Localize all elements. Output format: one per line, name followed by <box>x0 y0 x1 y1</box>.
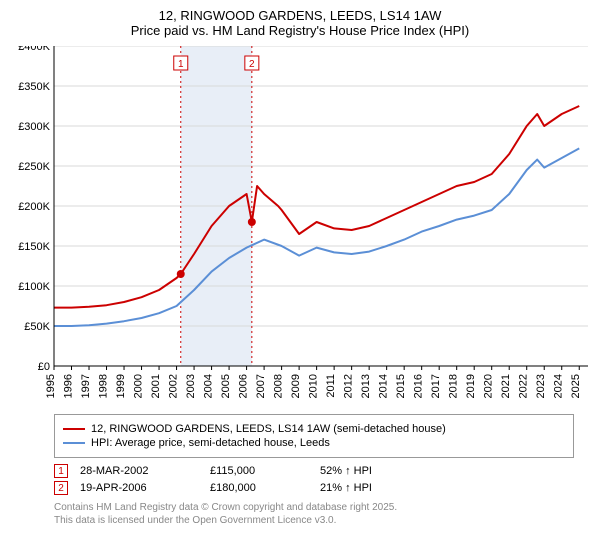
ytick-label: £50K <box>24 321 50 333</box>
xtick-label: 2016 <box>413 374 425 398</box>
xtick-label: 2021 <box>500 374 512 398</box>
xtick-label: 2012 <box>343 374 355 398</box>
xtick-label: 2000 <box>133 374 145 398</box>
xtick-label: 2013 <box>360 374 372 398</box>
legend-swatch <box>63 428 85 430</box>
xtick-label: 2017 <box>430 374 442 398</box>
xtick-label: 2007 <box>255 374 267 398</box>
xtick-label: 2004 <box>203 374 215 398</box>
legend-label: HPI: Average price, semi-detached house,… <box>91 437 330 449</box>
xtick-label: 1997 <box>80 374 92 398</box>
sale-hpi: 52% ↑ HPI <box>320 465 420 477</box>
ytick-label: £300K <box>18 121 50 133</box>
ytick-label: £250K <box>18 161 50 173</box>
xtick-label: 2014 <box>378 374 390 398</box>
sale-hpi: 21% ↑ HPI <box>320 482 420 494</box>
footer-line1: Contains HM Land Registry data © Crown c… <box>54 501 588 514</box>
footer-line2: This data is licensed under the Open Gov… <box>54 514 588 527</box>
sale-row: 2 19-APR-2006£180,00021% ↑ HPI <box>54 481 588 495</box>
sale-row: 1 28-MAR-2002£115,00052% ↑ HPI <box>54 464 588 478</box>
legend-label: 12, RINGWOOD GARDENS, LEEDS, LS14 1AW (s… <box>91 423 446 435</box>
chart-container: 12, RINGWOOD GARDENS, LEEDS, LS14 1AW Pr… <box>0 0 600 560</box>
xtick-label: 2010 <box>308 374 320 398</box>
ytick-label: £200K <box>18 201 50 213</box>
xtick-label: 2025 <box>570 374 582 398</box>
sale-marker-box-label: 1 <box>178 59 184 70</box>
chart-title-line2: Price paid vs. HM Land Registry's House … <box>12 23 588 38</box>
xtick-label: 1995 <box>45 374 57 398</box>
xtick-label: 2015 <box>395 374 407 398</box>
xtick-label: 2006 <box>238 374 250 398</box>
xtick-label: 1998 <box>98 374 110 398</box>
xtick-label: 2018 <box>448 374 460 398</box>
xtick-label: 2001 <box>150 374 162 398</box>
xtick-label: 2023 <box>535 374 547 398</box>
xtick-label: 2002 <box>168 374 180 398</box>
series-price_paid <box>54 106 579 308</box>
sale-marker-cell: 2 <box>54 481 68 495</box>
sale-marker-dot <box>248 218 256 226</box>
xtick-label: 2022 <box>518 374 530 398</box>
legend-row: 12, RINGWOOD GARDENS, LEEDS, LS14 1AW (s… <box>63 423 565 435</box>
sale-price: £115,000 <box>210 465 320 477</box>
ytick-label: £400K <box>18 46 50 53</box>
ytick-label: £150K <box>18 241 50 253</box>
legend-row: HPI: Average price, semi-detached house,… <box>63 437 565 449</box>
sale-marker-dot <box>177 270 185 278</box>
xtick-label: 2008 <box>273 374 285 398</box>
footer-attribution: Contains HM Land Registry data © Crown c… <box>54 501 588 527</box>
legend-swatch <box>63 442 85 444</box>
ytick-label: £100K <box>18 281 50 293</box>
xtick-label: 2020 <box>483 374 495 398</box>
legend-box: 12, RINGWOOD GARDENS, LEEDS, LS14 1AW (s… <box>54 414 574 458</box>
chart-title-line1: 12, RINGWOOD GARDENS, LEEDS, LS14 1AW <box>12 8 588 23</box>
sale-marker-box-label: 2 <box>249 59 255 70</box>
sales-table: 1 28-MAR-2002£115,00052% ↑ HPI 2 19-APR-200… <box>54 464 588 495</box>
chart-svg: £0 £50K £100K £150K £200K £250K £300K £350K £400… <box>12 46 588 406</box>
xtick-label: 2003 <box>185 374 197 398</box>
xtick-label: 2019 <box>465 374 477 398</box>
ytick-label: £0 <box>38 361 50 373</box>
xtick-label: 2005 <box>220 374 232 398</box>
xtick-label: 1996 <box>63 374 75 398</box>
xtick-label: 2024 <box>553 374 565 398</box>
sale-marker-cell: 1 <box>54 464 68 478</box>
xtick-label: 1999 <box>115 374 127 398</box>
sale-price: £180,000 <box>210 482 320 494</box>
sale-date: 19-APR-2006 <box>80 482 210 494</box>
sale-date: 28-MAR-2002 <box>80 465 210 477</box>
chart-area: £0 £50K £100K £150K £200K £250K £300K £350K £400… <box>12 46 588 406</box>
xtick-label: 2011 <box>325 374 337 398</box>
ytick-label: £350K <box>18 81 50 93</box>
xtick-label: 2009 <box>290 374 302 398</box>
